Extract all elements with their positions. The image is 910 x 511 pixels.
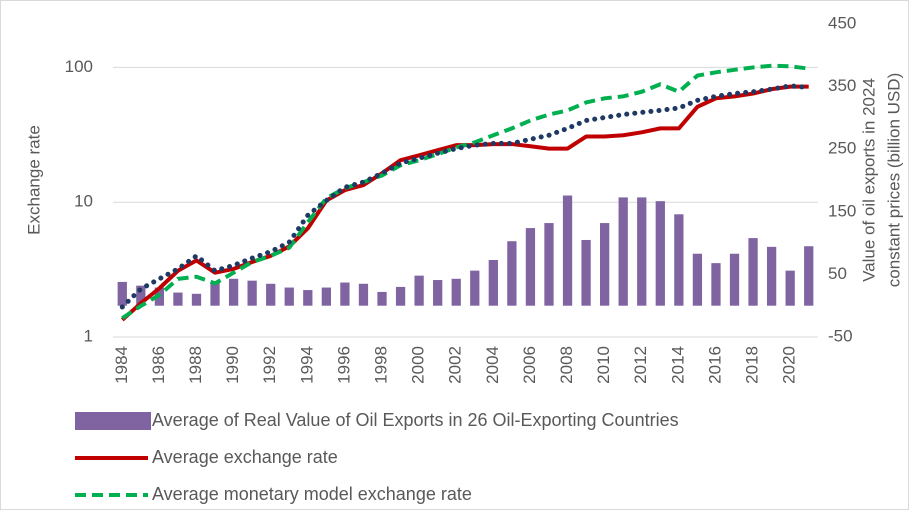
x-tick-label: 2012 xyxy=(631,346,650,384)
x-tick-label: 1998 xyxy=(371,346,390,384)
bar xyxy=(395,286,406,306)
y2-tick-label: 450 xyxy=(828,13,856,32)
bar xyxy=(692,253,703,306)
bar xyxy=(266,283,276,306)
x-tick-label: 1994 xyxy=(297,346,316,384)
bar xyxy=(507,241,517,306)
y2-tick-label: 150 xyxy=(828,201,856,220)
x-tick-label: 2004 xyxy=(483,346,502,384)
y2-tick-label: 50 xyxy=(828,264,847,283)
y2-axis-label: constant prices (billion USD) xyxy=(884,73,903,287)
bar xyxy=(358,283,369,306)
bar xyxy=(414,275,424,306)
bar xyxy=(525,228,536,306)
bar xyxy=(674,214,684,306)
y-tick-label: 1 xyxy=(84,326,93,345)
y-tick-label: 10 xyxy=(74,192,93,211)
x-tick-label: 2008 xyxy=(557,346,576,384)
x-tick-label: 1992 xyxy=(260,346,279,384)
bar xyxy=(748,238,758,306)
bar xyxy=(766,246,777,306)
x-tick-label: 2016 xyxy=(705,346,724,384)
legend-label: Average of Real Value of Oil Exports in … xyxy=(152,410,679,430)
bar xyxy=(173,292,183,306)
x-tick-label: 1986 xyxy=(149,346,168,384)
line xyxy=(121,63,809,320)
bar xyxy=(433,280,443,306)
y2-axis-label: Value of oil exports in 2024 xyxy=(859,78,878,282)
bar xyxy=(470,270,480,306)
bar xyxy=(340,282,350,306)
bar xyxy=(228,278,239,306)
bar xyxy=(804,246,814,306)
bar xyxy=(191,293,202,306)
x-tick-label: 1990 xyxy=(223,346,242,384)
bar xyxy=(377,291,387,306)
x-tick-label: 2006 xyxy=(520,346,539,384)
bar xyxy=(618,197,628,306)
bar xyxy=(284,287,294,306)
x-tick-label: 1984 xyxy=(112,346,131,384)
bar xyxy=(210,282,220,306)
legend-swatch xyxy=(75,412,151,430)
x-tick-label: 1988 xyxy=(186,346,205,384)
bar xyxy=(600,223,610,306)
x-tick-label: 2000 xyxy=(409,346,428,384)
y2-tick-label: 250 xyxy=(828,139,856,158)
bar xyxy=(136,285,146,306)
x-tick-label: 2020 xyxy=(780,346,799,384)
y2-tick-label: -50 xyxy=(828,326,853,345)
legend-label: Average monetary model exchange rate xyxy=(152,484,472,504)
bar xyxy=(488,260,498,306)
bar xyxy=(451,278,461,306)
x-tick-label: 2002 xyxy=(446,346,465,384)
bar xyxy=(785,270,795,306)
x-tick-label: 2010 xyxy=(594,346,613,384)
bar xyxy=(581,239,591,306)
x-tick-label: 1996 xyxy=(334,346,353,384)
line xyxy=(119,83,812,310)
bar xyxy=(544,223,554,306)
bar xyxy=(117,281,127,306)
bar xyxy=(711,263,721,306)
bar xyxy=(637,197,647,306)
x-tick-label: 2018 xyxy=(743,346,762,384)
bar xyxy=(655,201,665,306)
x-tick-label: 2014 xyxy=(668,346,687,384)
bar xyxy=(303,290,313,306)
bar xyxy=(729,253,740,306)
bar xyxy=(247,280,257,306)
y-axis-label: Exchange rate xyxy=(24,125,43,235)
legend-label: Average exchange rate xyxy=(152,447,338,467)
bar xyxy=(562,195,573,306)
y2-tick-label: 350 xyxy=(828,76,856,95)
y-tick-label: 100 xyxy=(65,57,93,76)
bar xyxy=(321,287,331,306)
